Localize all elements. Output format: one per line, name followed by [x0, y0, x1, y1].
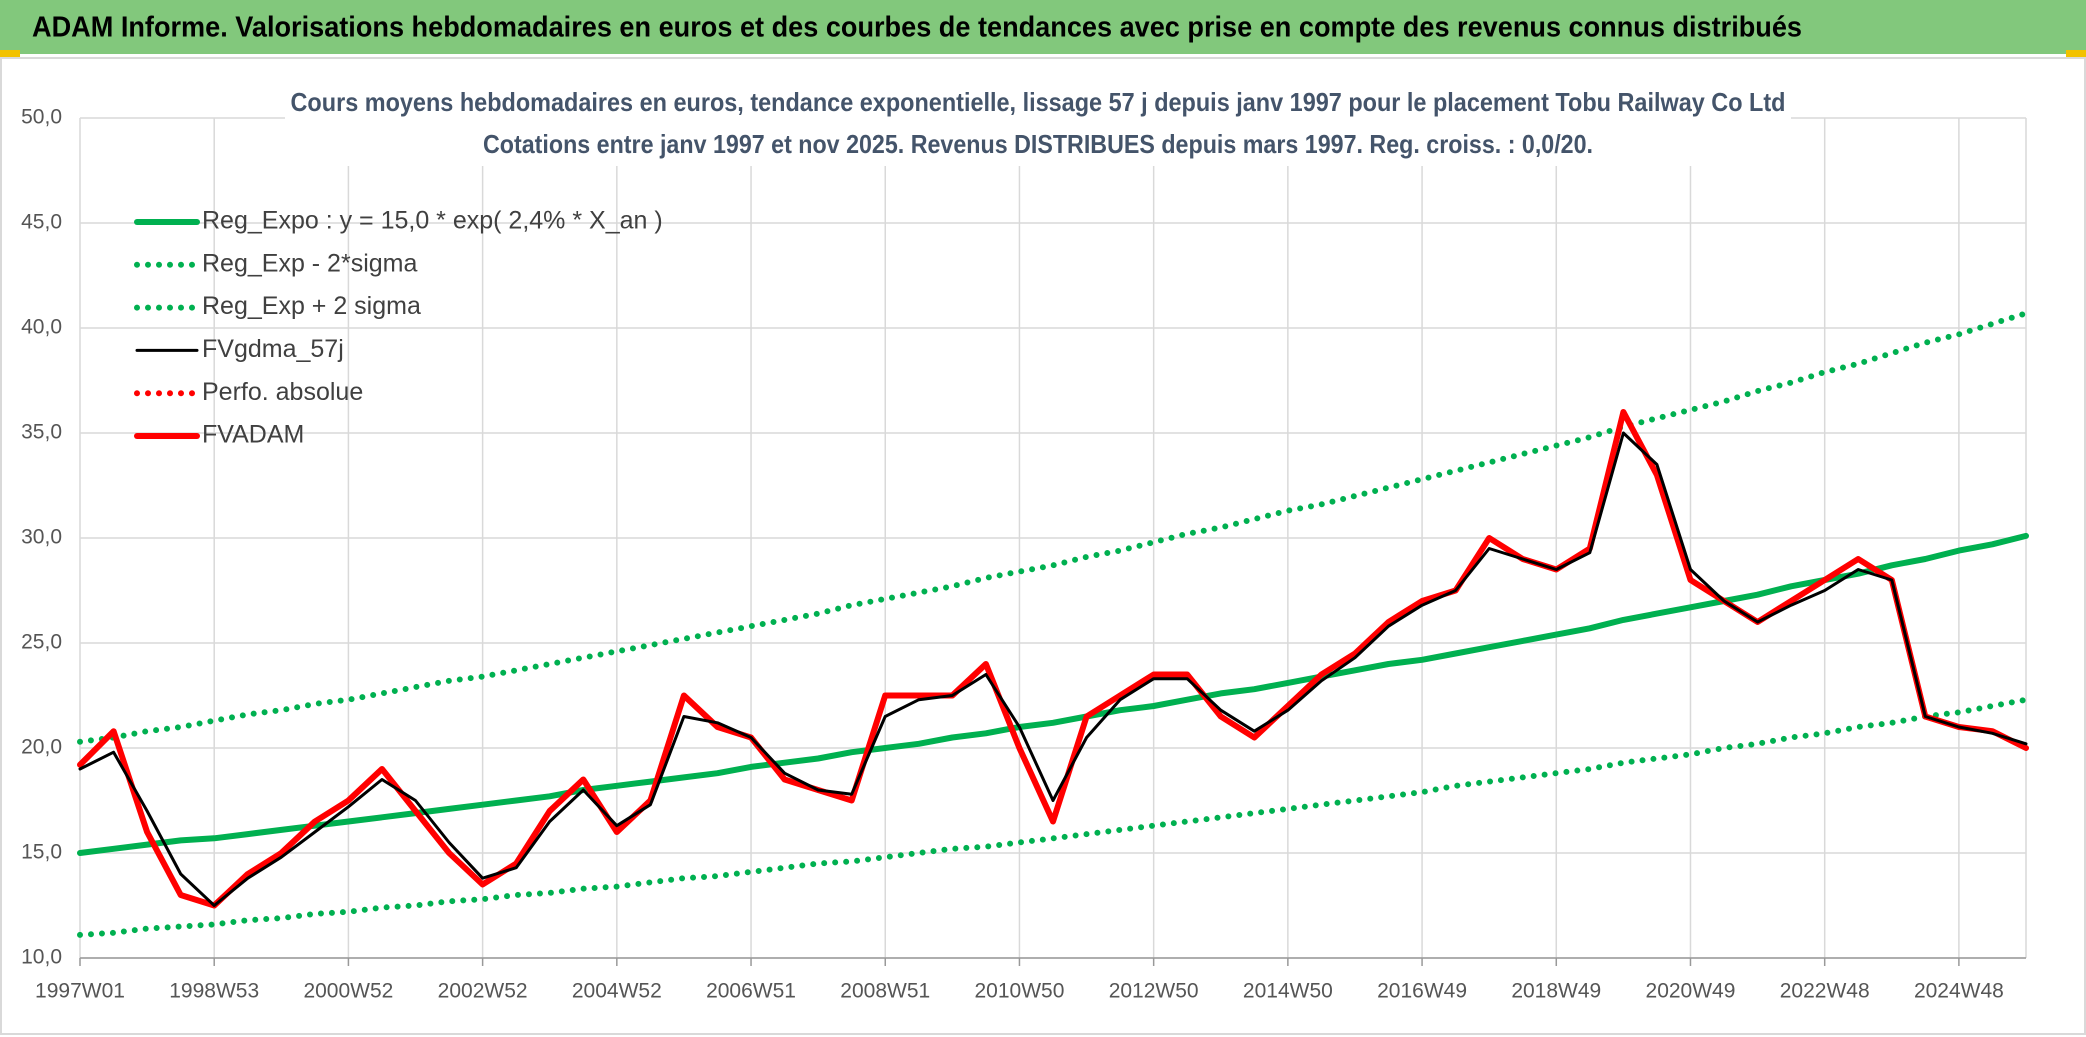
- series-line: [77, 696, 2029, 938]
- x-tick-label: 2006W51: [706, 980, 796, 1003]
- legend-label: Reg_Exp - 2*sigma: [202, 249, 417, 277]
- legend-label: FVADAM: [202, 421, 304, 449]
- header-bar: [0, 0, 2086, 54]
- x-tick-label: 2004W52: [572, 980, 662, 1003]
- x-tick-label: 2014W50: [1243, 980, 1333, 1003]
- x-tick-label: 2018W49: [1511, 980, 1601, 1003]
- y-tick-label: 10,0: [21, 946, 62, 969]
- legend-label: Reg_Exp + 2 sigma: [202, 292, 421, 320]
- x-tick-label: 2008W51: [840, 980, 930, 1003]
- series-line: [77, 310, 2029, 745]
- y-tick-label: 35,0: [21, 421, 62, 444]
- chart-subtitle: Cotations entre janv 1997 et nov 2025. R…: [483, 129, 1593, 159]
- chart-title: Cours moyens hebdomadaires en euros, ten…: [291, 87, 1786, 117]
- x-tick-label: 2016W49: [1377, 980, 1467, 1003]
- x-tick-label: 2024W48: [1914, 980, 2004, 1003]
- y-tick-label: 20,0: [21, 736, 62, 759]
- x-tick-label: 2000W52: [303, 980, 393, 1003]
- y-tick-label: 25,0: [21, 631, 62, 654]
- series-line: [77, 409, 2029, 909]
- x-tick-label: 2022W48: [1780, 980, 1870, 1003]
- legend-label: FVgdma_57j: [202, 335, 344, 363]
- y-tick-label: 50,0: [21, 106, 62, 129]
- x-tick-label: 1998W53: [169, 980, 259, 1003]
- y-tick-label: 30,0: [21, 526, 62, 549]
- title-background: [285, 84, 1791, 166]
- series-line: [77, 532, 2029, 856]
- y-tick-label: 40,0: [21, 316, 62, 339]
- legend-label: Reg_Expo : y = 15,0 * exp( 2,4% * X_an ): [202, 207, 663, 235]
- corner: [0, 50, 20, 57]
- series-line: [78, 431, 2028, 907]
- legend-label: Perfo. absolue: [202, 378, 363, 406]
- x-tick-label: 2002W52: [438, 980, 528, 1003]
- page-title: ADAM Informe. Valorisations hebdomadaire…: [32, 12, 1802, 44]
- corner: [2066, 50, 2086, 57]
- x-tick-label: 1997W01: [35, 980, 125, 1003]
- x-tick-label: 2010W50: [974, 980, 1064, 1003]
- x-tick-label: 2012W50: [1109, 980, 1199, 1003]
- y-tick-label: 45,0: [21, 211, 62, 234]
- y-tick-label: 15,0: [21, 841, 62, 864]
- frame: [0, 57, 2086, 1035]
- x-tick-label: 2020W49: [1646, 980, 1736, 1003]
